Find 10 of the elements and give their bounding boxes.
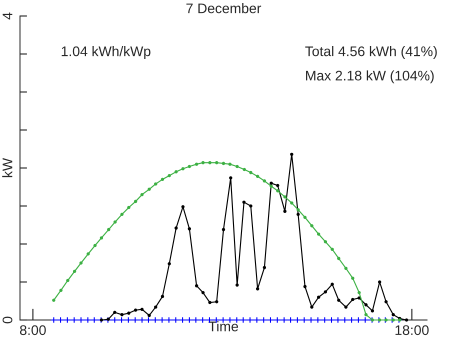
- chart-title: 7 December: [186, 3, 262, 14]
- x-tick-label: 8:00: [20, 325, 46, 336]
- y-tick-label: 0: [2, 316, 12, 324]
- annotation: Max 2.18 kW (104%): [306, 70, 434, 84]
- x-axis-title: Time: [208, 321, 238, 332]
- annotation: Total 4.56 kWh (41%): [305, 46, 437, 59]
- y-axis-title: kW: [2, 158, 12, 178]
- x-tick-label: 18:00: [396, 325, 429, 336]
- y-tick-label: 4: [2, 12, 12, 20]
- annotation: 1.04 kWh/kWp: [62, 46, 150, 59]
